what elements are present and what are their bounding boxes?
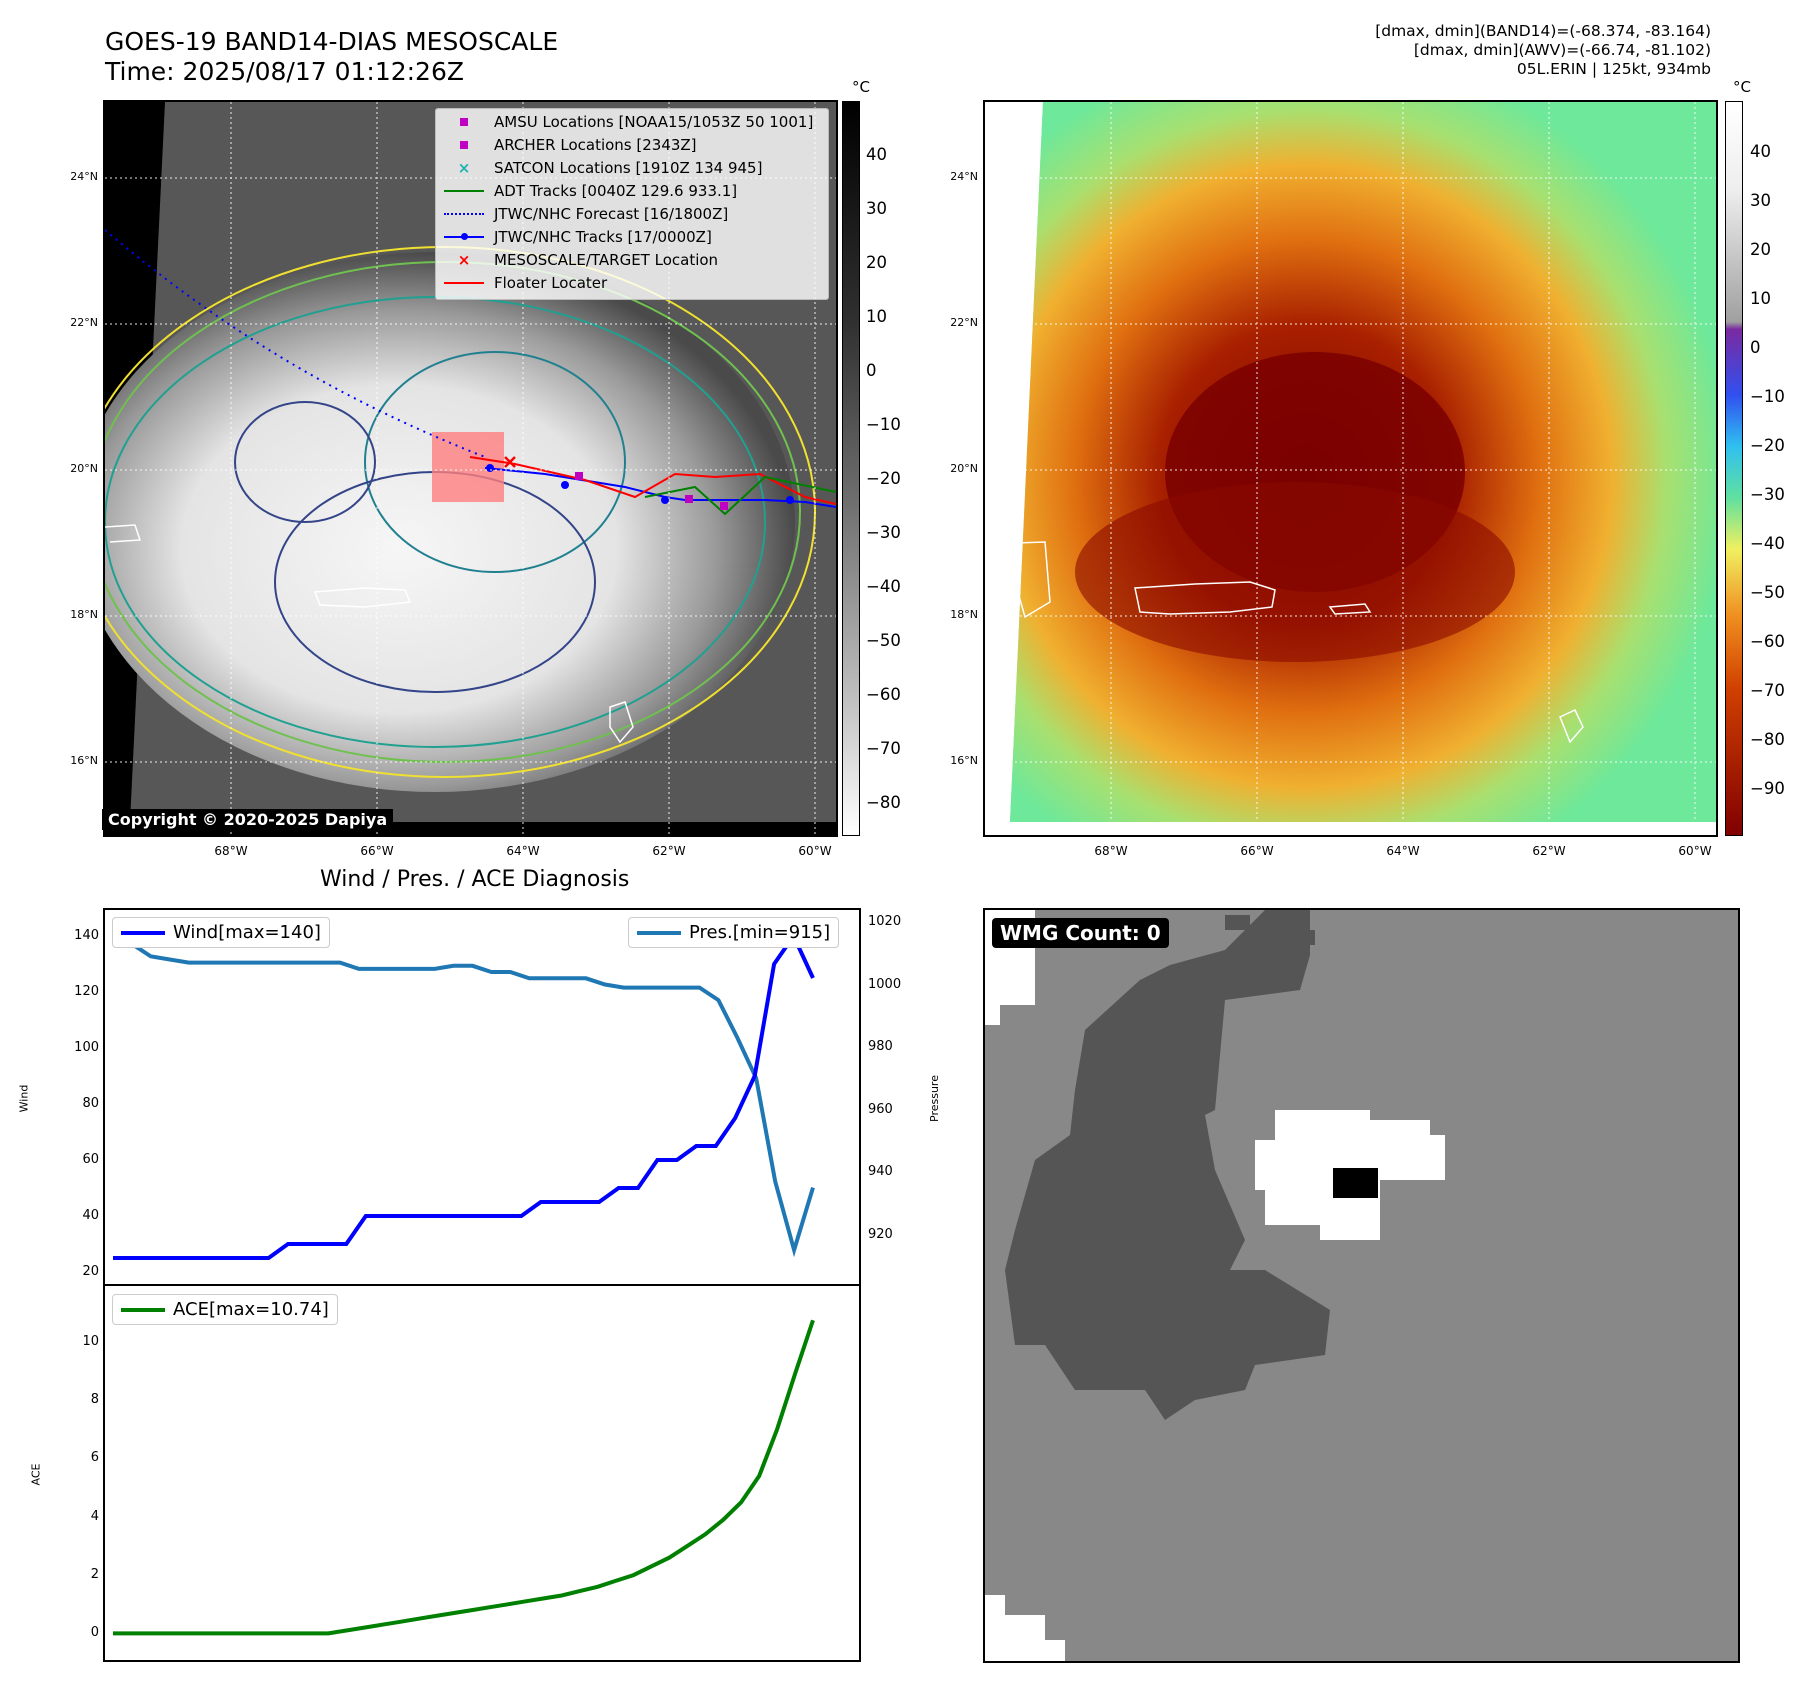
pressure-tick-label: 920 <box>868 1226 893 1242</box>
wind-tick-label: 40 <box>82 1208 99 1223</box>
ace-svg <box>113 1319 815 1636</box>
band14-range: [dmax, dmin](BAND14)=(-68.374, -83.164) <box>1375 22 1711 40</box>
legend-item-amsu: AMSU Locations [NOAA15/1053Z 50 1001] <box>444 111 813 133</box>
ace-series-line <box>113 1319 815 1636</box>
legend-item-adt: ADT Tracks [0040Z 129.6 933.1] <box>444 180 737 202</box>
wind-tick-label: 20 <box>82 1264 99 1279</box>
ace-axis-label: ACE <box>29 1463 43 1486</box>
pressure-tick-label: 1020 <box>868 914 902 929</box>
ace-tick-label: 8 <box>90 1392 99 1408</box>
pressure-tick-label: 980 <box>868 1039 893 1054</box>
pressure-axis-label: Pressure <box>927 1075 941 1122</box>
left-colorbar <box>842 101 860 836</box>
wind-pressure-svg <box>113 931 815 1260</box>
pressure-tick-label: 1000 <box>868 976 902 992</box>
legend-item-satcon: × SATCON Locations [1910Z 134 945] <box>457 159 763 177</box>
pressure-tick-label: 940 <box>868 1164 893 1179</box>
ace-plot <box>103 1284 861 1662</box>
title-line-2: Time: 2025/08/17 01:12:26Z <box>105 57 464 86</box>
copyright-label: Copyright © 2020-2025 Dapiya <box>102 809 394 830</box>
map-legend: AMSU Locations [NOAA15/1053Z 50 1001] AR… <box>435 108 829 300</box>
wind-tick-label: 100 <box>74 1040 99 1055</box>
awv-range: [dmax, dmin](AWV)=(-66.74, -81.102) <box>1413 41 1711 59</box>
wmg-svg <box>985 910 1445 1661</box>
diagnosis-title: Wind / Pres. / ACE Diagnosis <box>320 867 630 892</box>
wind-pressure-plot <box>103 908 861 1286</box>
right-colorbar-unit: °C <box>1733 78 1751 96</box>
legend-item-tracks: JTWC/NHC Tracks [17/0000Z] <box>444 226 712 248</box>
wind-legend: Wind[max=140] <box>112 917 330 948</box>
pressure-tick-label: 960 <box>868 1101 893 1117</box>
right-colorbar <box>1725 101 1743 836</box>
awv-map-svg <box>985 102 1716 835</box>
storm-info: 05L.ERIN | 125kt, 934mb <box>1516 60 1711 78</box>
ace-legend: ACE[max=10.74] <box>112 1294 338 1325</box>
wind-series-line <box>113 931 815 1260</box>
ace-tick-label: 0 <box>90 1625 99 1641</box>
wind-axis-label: Wind <box>17 1084 31 1113</box>
chart-title: GOES-19 BAND14-DIAS MESOSCALE Time: 2025… <box>105 27 558 87</box>
pressure-series-line <box>113 941 815 1258</box>
ace-tick-label: 4 <box>90 1508 99 1524</box>
wind-tick-label: 120 <box>74 984 99 999</box>
title-line-1: GOES-19 BAND14-DIAS MESOSCALE <box>105 27 559 56</box>
legend-item-archer: ARCHER Locations [2343Z] <box>444 134 697 156</box>
legend-item-floater: Floater Locater <box>444 272 607 294</box>
wind-tick-label: 80 <box>82 1096 99 1111</box>
pressure-legend: Pres.[min=915] <box>628 917 840 948</box>
ace-tick-label: 2 <box>90 1567 99 1583</box>
wind-tick-label: 140 <box>74 928 99 943</box>
wmg-panel <box>983 908 1740 1663</box>
legend-item-forecast: JTWC/NHC Forecast [16/1800Z] <box>444 203 728 225</box>
wmg-count-badge: WMG Count: 0 <box>992 918 1169 948</box>
ace-tick-label: 6 <box>90 1450 99 1466</box>
ace-tick-label: 10 <box>82 1333 99 1349</box>
awv-map-panel <box>983 100 1718 837</box>
left-colorbar-unit: °C <box>852 78 870 96</box>
wind-tick-label: 60 <box>82 1152 99 1167</box>
stats-header: [dmax, dmin](BAND14)=(-68.374, -83.164) … <box>1375 22 1711 79</box>
legend-item-target: × MESOSCALE/TARGET Location <box>457 251 719 269</box>
